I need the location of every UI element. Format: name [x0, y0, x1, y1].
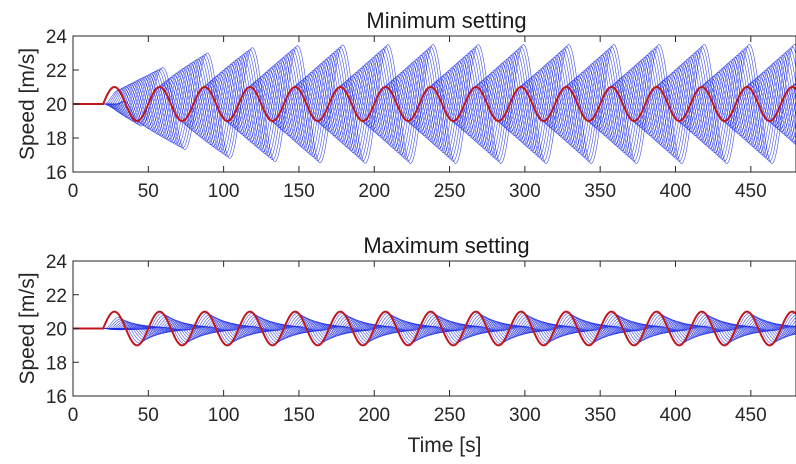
y-tick-label: 18: [46, 353, 67, 374]
plot-area: [73, 44, 796, 164]
y-axis-label: Speed [m/s]: [16, 272, 39, 384]
x-tick-label: 300: [509, 181, 541, 202]
x-tick-label: 200: [358, 405, 390, 426]
x-tick-label: 200: [358, 181, 390, 202]
x-tick-label: 250: [434, 405, 466, 426]
x-tick-label: 100: [208, 405, 240, 426]
chart-panel-2: 0 50 100 150 200 250 300 350 400 450 16 18 20 22 24 Max…: [16, 233, 796, 457]
y-tick-label: 22: [46, 61, 67, 82]
follower-series-line: [73, 318, 796, 339]
y-tick-label: 24: [46, 27, 68, 48]
x-tick-label: 250: [434, 181, 466, 202]
chart-title: Minimum setting: [366, 8, 526, 33]
x-tick-label: 50: [138, 405, 159, 426]
x-tick-label: 450: [735, 405, 767, 426]
x-tick-label: 300: [509, 405, 541, 426]
plot-area: [73, 310, 796, 347]
follower-series-line: [73, 320, 796, 337]
y-tick-label: 18: [46, 129, 67, 150]
x-tick-label: 150: [283, 405, 315, 426]
leader-series-line: [73, 85, 796, 123]
chart-title: Maximum setting: [363, 233, 529, 258]
follower-series-line: [73, 50, 796, 158]
y-tick-label: 16: [46, 163, 67, 184]
y-tick-label: 22: [46, 286, 67, 307]
x-tick-label: 0: [68, 405, 79, 426]
x-tick-label: 400: [660, 405, 692, 426]
chart-panel-1: 0 50 100 150 200 250 300 350 400 450 16 18 20 22 24 Min…: [16, 8, 796, 202]
x-tick-label: 0: [68, 181, 79, 202]
x-tick-label: 350: [584, 405, 616, 426]
y-tick-label: 20: [46, 95, 67, 116]
y-tick-label: 20: [46, 320, 67, 341]
y-axis-label: Speed [m/s]: [16, 48, 39, 160]
y-tick-label: 24: [46, 252, 68, 273]
x-tick-label: 350: [584, 181, 616, 202]
x-tick-label: 100: [208, 181, 240, 202]
x-axis-label: Time [s]: [408, 434, 482, 457]
follower-series-line: [73, 52, 796, 156]
follower-series-line: [73, 54, 796, 154]
follower-series-line: [73, 44, 796, 164]
leader-series-line: [73, 310, 796, 347]
x-tick-label: 450: [735, 181, 767, 202]
follower-series-line: [73, 48, 796, 160]
x-tick-label: 400: [660, 181, 692, 202]
y-tick-label: 16: [46, 387, 67, 408]
x-tick-label: 150: [283, 181, 315, 202]
x-tick-label: 50: [138, 181, 159, 202]
